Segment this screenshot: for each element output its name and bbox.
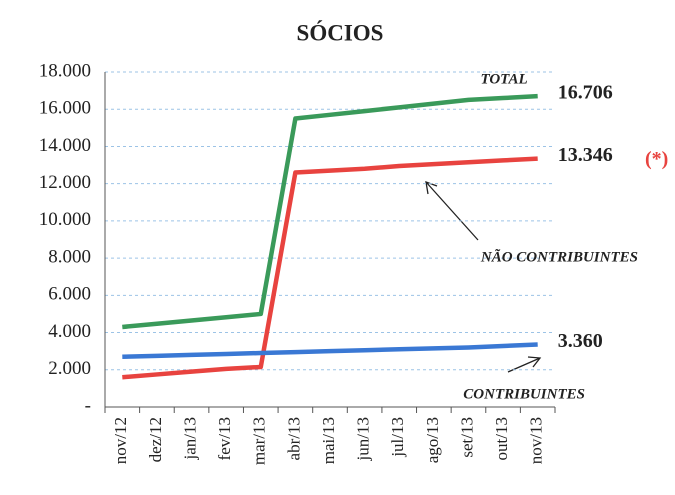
x-tick-label: mai/13 (319, 417, 338, 464)
x-tick-label: abr/13 (284, 417, 303, 460)
x-tick-label: nov/13 (527, 417, 546, 464)
y-tick-label: 6.000 (48, 284, 91, 305)
value-label: 3.360 (558, 330, 603, 352)
y-tick-label: 4.000 (48, 321, 91, 342)
x-tick-label: nov/12 (111, 417, 130, 464)
x-tick-label: jan/13 (180, 417, 199, 461)
value-label: 13.346 (558, 144, 613, 166)
x-tick-label: mar/13 (250, 417, 269, 465)
x-tick-label: fev/13 (215, 417, 234, 460)
series-line (122, 93, 538, 330)
chart-title: SÓCIOS (297, 19, 384, 45)
y-tick-label: 14.000 (39, 135, 91, 156)
series-line (122, 342, 538, 359)
y-tick-label: 2.000 (48, 358, 91, 379)
x-tick-label: jul/13 (388, 417, 407, 458)
y-tick-label: 12.000 (39, 172, 91, 193)
arrow (425, 181, 479, 241)
series-name: TOTAL (480, 72, 527, 88)
y-tick-label: 10.000 (39, 209, 91, 230)
value-label: 16.706 (558, 82, 613, 104)
y-tick-label: 16.000 (39, 98, 91, 119)
y-tick-label: - (85, 395, 91, 416)
x-tick-label: jun/13 (354, 417, 373, 461)
series-line (122, 156, 538, 380)
y-tick-label: 18.000 (39, 60, 91, 81)
series-name: CONTRIBUINTES (463, 386, 585, 402)
x-tick-label: out/13 (492, 417, 511, 460)
y-tick-label: 8.000 (48, 246, 91, 267)
series-name: NÃO CONTRIBUINTES (480, 247, 638, 265)
arrow-head (527, 356, 542, 368)
x-tick-label: set/13 (457, 417, 476, 458)
annotation: (*) (645, 148, 668, 170)
x-tick-label: ago/13 (423, 417, 442, 463)
arrow-head (425, 181, 438, 195)
x-tick-label: dez/12 (146, 417, 165, 462)
